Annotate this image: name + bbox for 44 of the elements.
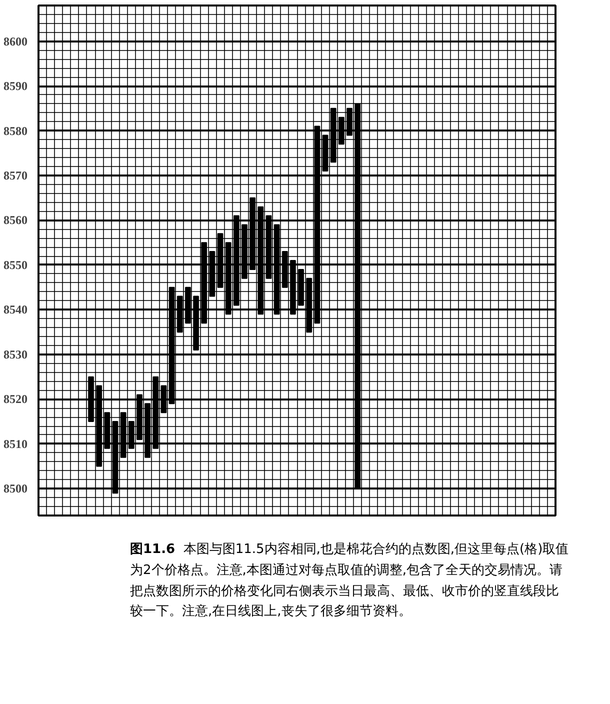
y-tick-label: 8520 (4, 392, 28, 406)
bar (233, 215, 240, 306)
bar (217, 233, 224, 288)
bar (242, 224, 248, 279)
bar (160, 385, 167, 414)
bar (266, 215, 272, 279)
bar (290, 260, 296, 315)
bar (144, 403, 150, 458)
text: 图11.6 (130, 542, 176, 557)
bar (330, 108, 336, 163)
bar (176, 296, 183, 333)
bar (209, 251, 216, 297)
bar (193, 296, 199, 350)
bar (225, 242, 232, 315)
bar (96, 385, 102, 467)
bar (250, 197, 256, 270)
bar (120, 412, 126, 458)
bar (258, 206, 264, 315)
bar (185, 286, 191, 324)
y-tick-label: 8510 (4, 436, 28, 451)
bar (282, 251, 288, 288)
y-tick-label: 8530 (4, 347, 28, 362)
bar (298, 268, 304, 306)
bar (128, 421, 134, 449)
y-tick-label: 8580 (4, 124, 28, 138)
bar (306, 278, 312, 333)
y-tick-label: 8540 (4, 302, 28, 317)
bar (274, 224, 280, 315)
bar (314, 126, 320, 324)
y-tick-label: 8500 (4, 482, 28, 496)
y-tick-label: 8590 (4, 79, 28, 94)
bar (88, 376, 94, 422)
bar (201, 242, 208, 324)
bar (322, 134, 328, 172)
y-tick-label: 8560 (4, 213, 28, 228)
bar (136, 394, 142, 440)
bar (168, 286, 175, 404)
bar (338, 116, 344, 145)
bar (104, 412, 110, 449)
bar (346, 108, 352, 136)
y-tick-label: 8600 (4, 34, 28, 48)
bar (152, 376, 159, 449)
y-tick-label: 8550 (4, 258, 28, 272)
y-tick-label: 8570 (4, 168, 28, 182)
